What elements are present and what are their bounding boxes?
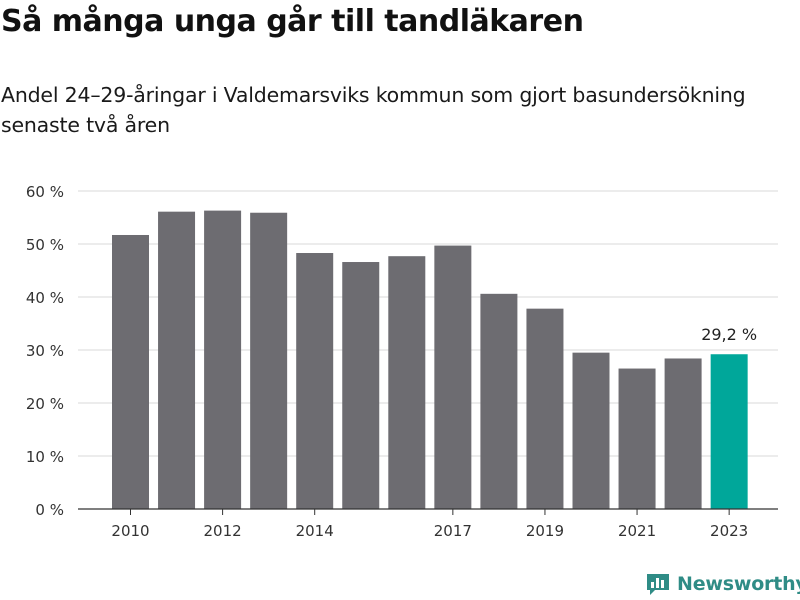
- y-axis-ticks: 0 % 10 % 20 % 30 % 40 % 50 % 60 %: [26, 183, 64, 519]
- x-axis-ticks: 2010 2012 2014 2017 2019 2021 2023: [111, 509, 748, 540]
- x-tick-label: 2012: [204, 522, 242, 540]
- bar-2016: [388, 256, 426, 509]
- y-tick-label: 10 %: [26, 448, 64, 466]
- x-tick-label: 2017: [434, 522, 472, 540]
- y-tick-label: 60 %: [26, 183, 64, 201]
- x-tick-label: 2010: [111, 522, 149, 540]
- bar-2021: [618, 368, 656, 509]
- bar-2013: [250, 212, 288, 510]
- x-tick-label: 2014: [296, 522, 334, 540]
- bar-2018: [480, 293, 518, 509]
- bar-2014: [296, 253, 334, 509]
- x-tick-label: 2023: [710, 522, 748, 540]
- bar-2020: [572, 352, 610, 509]
- bars: [112, 210, 748, 510]
- bar-2010: [112, 234, 149, 510]
- y-tick-label: 40 %: [26, 289, 64, 307]
- bar-2022: [664, 358, 702, 509]
- bar-2012: [204, 210, 242, 510]
- data-label-highlight: 29,2 %: [701, 325, 757, 344]
- bar-2011: [158, 211, 196, 510]
- chart-title: Så många unga går till tandläkaren: [1, 4, 584, 39]
- bar-2015: [342, 262, 380, 509]
- y-tick-label: 0 %: [35, 501, 64, 519]
- x-tick-label: 2021: [618, 522, 656, 540]
- newsworthy-logo: Newsworthy: [645, 571, 800, 597]
- bar-2017: [434, 245, 472, 509]
- y-tick-label: 20 %: [26, 395, 64, 413]
- logo-text: Newsworthy: [677, 573, 800, 595]
- data-labels: 29,2 %: [701, 325, 757, 344]
- bar-2023: [710, 354, 748, 509]
- x-tick-label: 2019: [526, 522, 564, 540]
- y-tick-label: 50 %: [26, 236, 64, 254]
- chart-subtitle: Andel 24–29-åringar i Valdemarsviks komm…: [1, 83, 746, 137]
- y-tick-label: 30 %: [26, 342, 64, 360]
- bar-chart-icon: [647, 574, 669, 595]
- bar-2019: [526, 308, 564, 509]
